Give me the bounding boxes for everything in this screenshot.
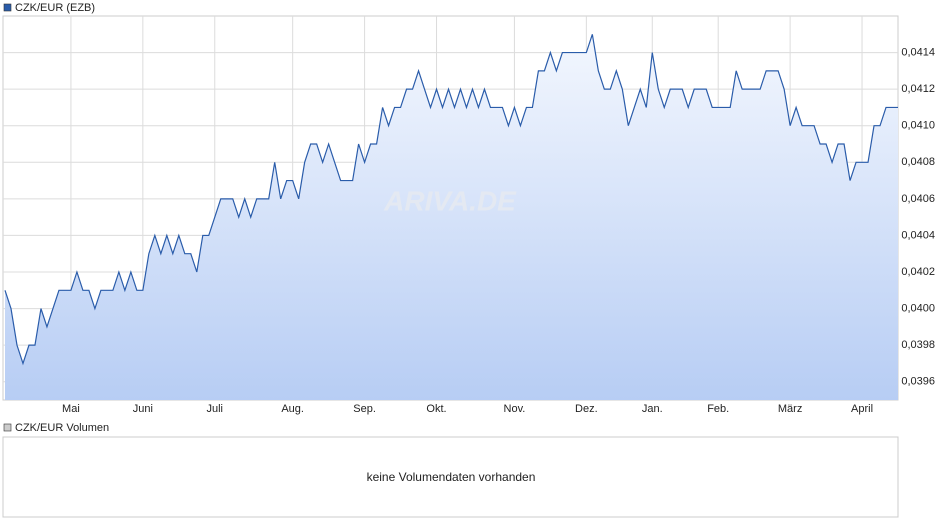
volume-legend-label: CZK/EUR Volumen (15, 422, 109, 434)
legend-swatch (3, 3, 12, 12)
x-tick-label: April (851, 403, 873, 415)
legend-label: CZK/EUR (EZB) (15, 2, 95, 14)
y-tick-label: 0,0414 (901, 46, 935, 58)
x-tick-label: März (778, 403, 802, 415)
x-tick-label: Feb. (707, 403, 729, 415)
x-tick-label: Nov. (504, 403, 526, 415)
y-tick-label: 0,0410 (901, 120, 935, 132)
x-tick-label: Dez. (575, 403, 598, 415)
x-tick-label: Mai (62, 403, 80, 415)
volume-message: keine Volumendaten vorhanden (367, 470, 536, 484)
y-tick-label: 0,0406 (901, 193, 935, 205)
x-tick-label: Okt. (426, 403, 446, 415)
x-tick-label: Juli (207, 403, 224, 415)
y-tick-label: 0,0398 (901, 339, 935, 351)
y-tick-label: 0,0400 (901, 302, 935, 314)
volume-legend-swatch (3, 423, 12, 432)
area (5, 34, 898, 400)
y-tick-label: 0,0408 (901, 156, 935, 168)
y-tick-label: 0,0412 (901, 83, 935, 95)
watermark: ARIVA.DE (383, 185, 517, 216)
x-tick-label: Sep. (353, 403, 376, 415)
y-tick-label: 0,0402 (901, 266, 935, 278)
y-tick-label: 0,0404 (901, 229, 935, 241)
x-tick-label: Juni (133, 403, 153, 415)
x-tick-label: Jan. (642, 403, 663, 415)
y-tick-label: 0,0396 (901, 376, 935, 388)
volume-frame (2, 436, 899, 518)
x-tick-label: Aug. (281, 403, 304, 415)
price-line (4, 34, 898, 366)
